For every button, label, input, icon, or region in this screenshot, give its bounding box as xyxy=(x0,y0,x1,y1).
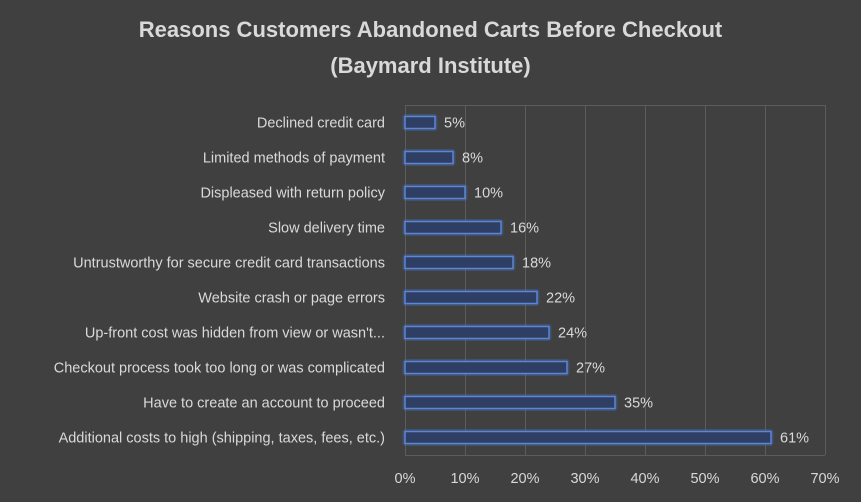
data-label: 35% xyxy=(624,396,653,412)
data-label: 16% xyxy=(510,221,539,237)
bar xyxy=(404,430,772,445)
x-tick-label: 40% xyxy=(630,471,659,487)
category-label: Slow delivery time xyxy=(268,221,385,237)
data-label: 27% xyxy=(576,361,605,377)
data-label: 5% xyxy=(444,116,465,132)
x-tick-label: 60% xyxy=(750,471,779,487)
category-label: Checkout process took too long or was co… xyxy=(54,361,385,377)
x-tick-label: 30% xyxy=(570,471,599,487)
category-label: Have to create an account to proceed xyxy=(143,396,385,412)
bar xyxy=(404,185,466,200)
data-label: 18% xyxy=(522,256,551,272)
data-label: 8% xyxy=(462,151,483,167)
data-label: 24% xyxy=(558,326,587,342)
bar xyxy=(404,150,454,165)
category-label: Declined credit card xyxy=(257,116,385,132)
category-label: Up-front cost was hidden from view or wa… xyxy=(85,326,385,342)
bar xyxy=(404,220,502,235)
category-label: Untrustworthy for secure credit card tra… xyxy=(73,256,385,272)
x-tick-label: 70% xyxy=(810,471,839,487)
category-label: Displeased with return policy xyxy=(200,186,385,202)
category-label: Limited methods of payment xyxy=(203,151,385,167)
data-label: 22% xyxy=(546,291,575,307)
bar xyxy=(404,395,616,410)
data-label: 10% xyxy=(474,186,503,202)
bar xyxy=(404,360,568,375)
category-label: Additional costs to high (shipping, taxe… xyxy=(59,431,385,447)
bar xyxy=(404,325,550,340)
bar xyxy=(404,290,538,305)
chart-title: Reasons Customers Abandoned Carts Before… xyxy=(138,17,723,42)
bar xyxy=(404,255,514,270)
chart-subtitle: (Baymard Institute) xyxy=(330,53,531,78)
bar xyxy=(404,115,436,130)
category-label: Website crash or page errors xyxy=(198,291,385,307)
x-tick-label: 0% xyxy=(395,471,416,487)
data-label: 61% xyxy=(780,431,809,447)
x-tick-label: 20% xyxy=(510,471,539,487)
x-tick-label: 10% xyxy=(450,471,479,487)
x-tick-label: 50% xyxy=(690,471,719,487)
